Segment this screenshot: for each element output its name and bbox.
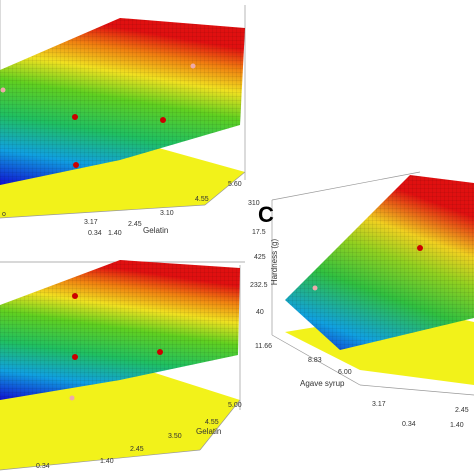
design-point [72,114,78,120]
axis-label: Gelatin [143,226,168,235]
tick-label: 3.17 [372,401,386,408]
design-point [312,285,318,291]
design-point [0,87,6,93]
contour-floor [0,365,240,470]
design-point [69,395,75,401]
axis-label: Gelatin [196,427,221,436]
tick-label: 8.83 [308,357,322,364]
tick-label: 40 [256,309,264,316]
axis-label: o [2,211,6,218]
design-point [73,162,79,168]
axis-label: Agave syrup [300,379,345,388]
panel-a: o 3.17 0.34 1.40 2.45 3.10 4.55 5.60 Gel… [0,0,246,237]
tick-label: 2.45 [130,446,144,453]
panel-c: C 310 17.5 425 232.5 40 Hardness (g) 11.… [248,171,474,429]
tick-label: 1.40 [108,230,122,237]
tick-label: 425 [254,254,266,261]
design-point [417,245,423,251]
design-point [160,117,166,123]
panel-b: 0.34 1.40 2.45 3.50 4.55 5.00 Gelatin [0,260,245,471]
axis-line [359,384,474,396]
tick-label: 5.00 [228,402,242,409]
surface-mesh [0,260,240,400]
tick-label: 5.60 [228,181,242,188]
axis-box [271,171,421,201]
axis-line [204,171,246,206]
tick-label: 2.45 [128,221,142,228]
design-point [190,63,196,69]
tick-label: 3.50 [168,433,182,440]
axis-line [0,449,201,471]
tick-label: 0.34 [88,230,102,237]
surface-mesh [285,175,474,350]
tick-label: 0.34 [36,463,50,470]
tick-label: 6.00 [338,369,352,376]
design-point [157,349,163,355]
panel-letter: C [258,202,274,227]
tick-label: 310 [248,200,260,207]
tick-label: 3.10 [160,210,174,217]
axis-label: Hardness (g) [270,239,279,286]
axis-line [0,204,206,219]
axis-line [271,334,361,386]
axis-line [199,399,241,451]
tick-label: 4.55 [205,419,219,426]
tick-label: 11.66 [255,343,272,350]
tick-label: 232.5 [250,282,268,289]
tick-label: 4.55 [195,196,209,203]
tick-label: 0.34 [402,421,416,428]
design-point [72,293,78,299]
design-point [72,354,78,360]
tick-label: 17.5 [252,229,266,236]
surface-mesh [0,18,245,185]
tick-label: 2.45 [455,407,469,414]
tick-label: 3.17 [84,219,98,226]
tick-label: 1.40 [100,458,114,465]
tick-label: 1.40 [450,422,464,429]
